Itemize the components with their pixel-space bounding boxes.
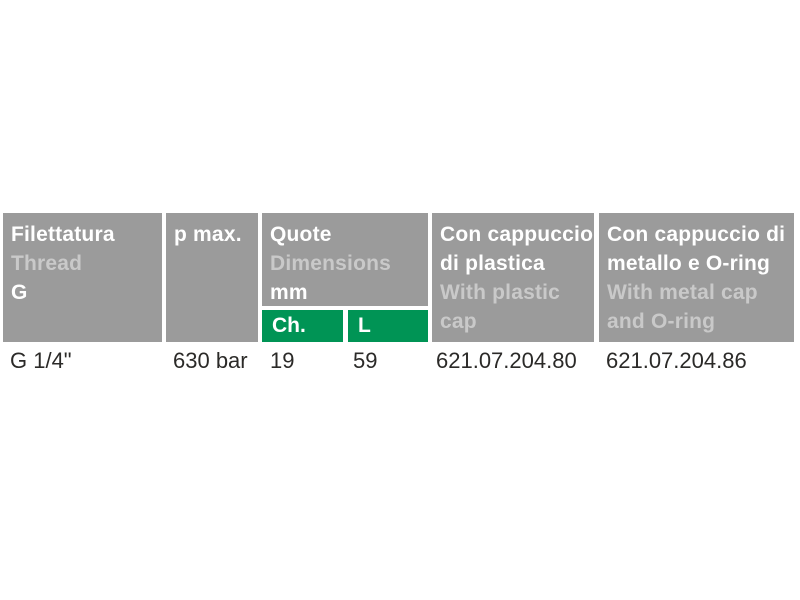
header-dimensions-title-block: Quote Dimensions mm xyxy=(262,213,428,306)
header-cell-metal-cap: Con cappuccio di metallo e O-ring With m… xyxy=(599,213,794,342)
header-cell-plastic-cap: Con cappuccio di plastica With plastic c… xyxy=(432,213,594,342)
header-thread-unit: G xyxy=(11,281,28,304)
header-pmax-label: p max. xyxy=(174,223,242,246)
header-metal-cap-label-en-2: and O-ring xyxy=(607,310,716,333)
product-table: Filettatura Thread G p max. Quote Dimens… xyxy=(3,213,794,376)
subheader-ch: Ch. xyxy=(262,310,343,342)
header-plastic-cap-label-it-2: di plastica xyxy=(440,252,545,275)
header-cell-dimensions: Quote Dimensions mm Ch. L xyxy=(262,213,428,342)
table-header-row: Filettatura Thread G p max. Quote Dimens… xyxy=(3,213,794,342)
cell-metal-cap-code: 621.07.204.86 xyxy=(606,348,747,373)
header-metal-cap-label-it-1: Con cappuccio di xyxy=(607,223,786,246)
header-dimensions-unit: mm xyxy=(270,281,308,304)
cell-plastic-cap-code: 621.07.204.80 xyxy=(436,348,577,373)
header-thread-label-en: Thread xyxy=(11,252,83,275)
header-plastic-cap-label-en-1: With plastic xyxy=(440,281,561,304)
cell-thread-value: G 1/4" xyxy=(10,348,72,373)
header-metal-cap-label-en-1: With metal cap xyxy=(607,281,758,304)
header-plastic-cap-label-it-1: Con cappuccio xyxy=(440,223,594,246)
subheader-l: L xyxy=(348,310,428,342)
header-cell-thread: Filettatura Thread G xyxy=(3,213,162,342)
header-thread-label-it: Filettatura xyxy=(11,223,115,246)
header-dimensions-label-it: Quote xyxy=(270,223,332,246)
header-dimensions-label-en: Dimensions xyxy=(270,252,392,275)
header-cell-pmax: p max. xyxy=(166,213,258,342)
header-plastic-cap-label-en-2: cap xyxy=(440,310,477,333)
cell-l-value: 59 xyxy=(353,348,378,373)
subheader-row: Ch. L xyxy=(262,310,428,342)
header-metal-cap-label-it-2: metallo e O-ring xyxy=(607,252,771,275)
cell-ch-value: 19 xyxy=(270,348,295,373)
table-data-row: G 1/4" 630 bar 19 59 621.07.204.80 621.0… xyxy=(3,346,794,376)
cell-pmax-value: 630 bar xyxy=(173,348,248,373)
